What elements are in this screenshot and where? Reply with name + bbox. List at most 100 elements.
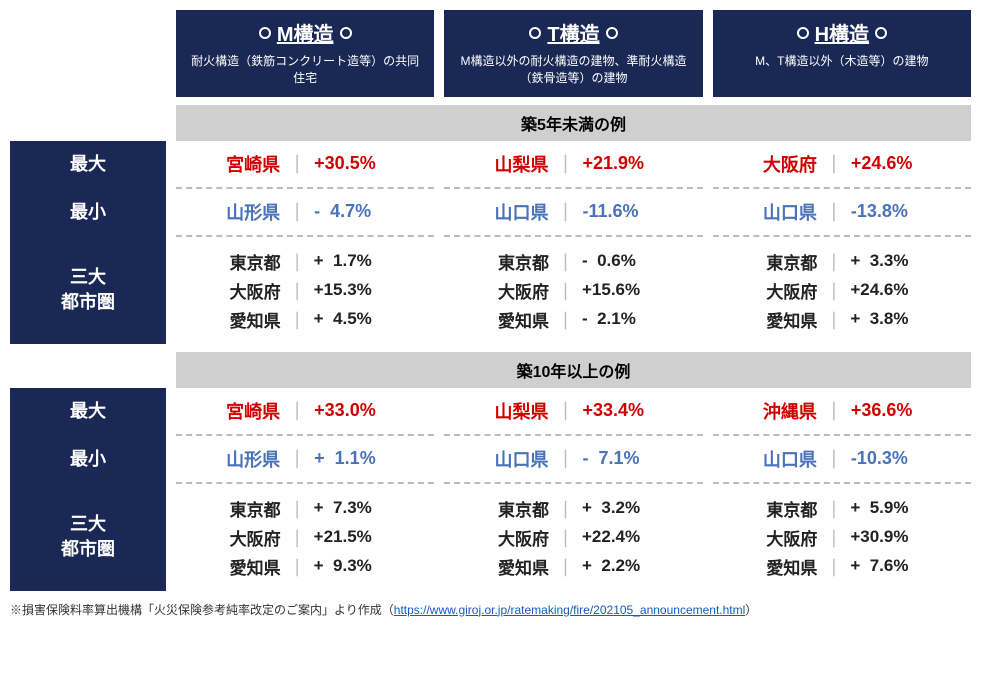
prefecture: 東京都 bbox=[207, 249, 281, 274]
separator: ｜ bbox=[557, 278, 574, 303]
value-line: 東京都 ｜ + 7.3% bbox=[207, 496, 404, 521]
prefecture: 山口県 bbox=[474, 446, 548, 472]
percent: +36.6% bbox=[851, 400, 941, 421]
prefecture: 山梨県 bbox=[474, 151, 548, 177]
percent: +24.6% bbox=[851, 153, 941, 174]
percent: + 1.7% bbox=[314, 251, 404, 271]
separator: ｜ bbox=[825, 199, 843, 225]
value-line: 大阪府｜+15.3% bbox=[207, 278, 404, 303]
section-title: 築10年以上の例 bbox=[176, 352, 971, 388]
value-line: 山口県｜-13.8% bbox=[743, 199, 941, 225]
value-line: 大阪府｜+15.6% bbox=[475, 278, 672, 303]
value-line: 大阪府｜+24.6% bbox=[743, 278, 940, 303]
value-line: 愛知県｜+ 3.8% bbox=[743, 307, 940, 332]
section-spacer bbox=[10, 97, 166, 141]
value-line: 山形県 ｜ + 1.1% bbox=[206, 446, 404, 472]
percent: + 3.3% bbox=[850, 251, 940, 271]
prefecture: 大阪府 bbox=[475, 525, 549, 550]
percent: + 7.6% bbox=[850, 556, 940, 576]
value-line: 山形県｜- 4.7% bbox=[206, 199, 404, 225]
column-subtitle: M、T構造以外（木造等）の建物 bbox=[755, 53, 928, 70]
separator: ｜ bbox=[289, 496, 306, 521]
data-cell: 山形県 ｜ + 1.1% bbox=[176, 436, 434, 484]
column-subtitle: M構造以外の耐火構造の建物、準耐火構造（鉄骨造等）の建物 bbox=[454, 53, 692, 87]
prefecture: 東京都 bbox=[207, 496, 281, 521]
separator: ｜ bbox=[556, 398, 574, 424]
prefecture: 大阪府 bbox=[743, 525, 817, 550]
prefecture: 東京都 bbox=[475, 496, 549, 521]
percent: +15.6% bbox=[582, 280, 672, 300]
percent: + 4.5% bbox=[314, 309, 404, 329]
row-label: 三大 都市圏 bbox=[10, 237, 166, 344]
section-spacer bbox=[10, 344, 166, 388]
data-cell: 山口県｜- 7.1% bbox=[444, 436, 702, 484]
data-cell: 大阪府｜+24.6% bbox=[713, 141, 971, 189]
data-cell: 沖縄県｜+36.6% bbox=[713, 388, 971, 436]
separator: ｜ bbox=[825, 398, 843, 424]
data-cell: 山梨県｜+21.9% bbox=[444, 141, 702, 189]
prefecture: 山形県 bbox=[206, 446, 280, 472]
column-subtitle: 耐火構造（鉄筋コンクリート造等）の共同住宅 bbox=[186, 53, 424, 87]
separator: ｜ bbox=[825, 278, 842, 303]
separator: ｜ bbox=[289, 307, 306, 332]
separator: ｜ bbox=[289, 525, 306, 550]
value-line: 東京都 ｜ + 3.3% bbox=[743, 249, 940, 274]
data-cell: 東京都｜- 0.6%大阪府｜+15.6%愛知県｜- 2.1% bbox=[444, 237, 702, 344]
percent: +15.3% bbox=[314, 280, 404, 300]
percent: + 9.3% bbox=[314, 556, 404, 576]
percent: +33.0% bbox=[314, 400, 404, 421]
column-header: T構造 M構造以外の耐火構造の建物、準耐火構造（鉄骨造等）の建物 bbox=[444, 10, 702, 97]
prefecture: 東京都 bbox=[743, 249, 817, 274]
percent: + 1.1% bbox=[314, 448, 404, 469]
separator: ｜ bbox=[288, 446, 306, 472]
value-line: 大阪府｜+24.6% bbox=[743, 151, 941, 177]
data-cell: 山梨県｜+33.4% bbox=[444, 388, 702, 436]
value-line: 愛知県｜+ 9.3% bbox=[207, 554, 404, 579]
prefecture: 宮崎県 bbox=[206, 398, 280, 424]
value-line: 山口県｜-11.6% bbox=[474, 199, 672, 225]
separator: ｜ bbox=[825, 554, 842, 579]
separator: ｜ bbox=[289, 249, 306, 274]
separator: ｜ bbox=[825, 525, 842, 550]
value-line: 大阪府 ｜ +30.9% bbox=[743, 525, 940, 550]
prefecture: 山口県 bbox=[474, 199, 548, 225]
column-title: H構造 bbox=[797, 18, 887, 47]
percent: + 3.8% bbox=[850, 309, 940, 329]
row-label: 三大 都市圏 bbox=[10, 484, 166, 591]
value-line: 山梨県｜+33.4% bbox=[474, 398, 672, 424]
percent: + 2.2% bbox=[582, 556, 672, 576]
separator: ｜ bbox=[825, 249, 842, 274]
data-cell: 山形県｜- 4.7% bbox=[176, 189, 434, 237]
separator: ｜ bbox=[289, 278, 306, 303]
value-line: 愛知県｜- 2.1% bbox=[475, 307, 672, 332]
percent: + 5.9% bbox=[850, 498, 940, 518]
separator: ｜ bbox=[557, 307, 574, 332]
value-line: 東京都 ｜ + 1.7% bbox=[207, 249, 404, 274]
separator: ｜ bbox=[825, 446, 843, 472]
row-label: 最大 bbox=[10, 141, 166, 189]
footnote-link[interactable]: https://www.giroj.or.jp/ratemaking/fire/… bbox=[394, 603, 746, 617]
percent: +30.9% bbox=[850, 527, 940, 547]
column-title: T構造 bbox=[529, 18, 617, 47]
column-title: M構造 bbox=[259, 18, 352, 47]
percent: - 4.7% bbox=[314, 201, 404, 222]
percent: +30.5% bbox=[314, 153, 404, 174]
percent: +33.4% bbox=[582, 400, 672, 421]
percent: - 0.6% bbox=[582, 251, 672, 271]
value-line: 大阪府｜+21.5% bbox=[207, 525, 404, 550]
separator: ｜ bbox=[556, 446, 574, 472]
separator: ｜ bbox=[288, 151, 306, 177]
separator: ｜ bbox=[825, 496, 842, 521]
value-line: 東京都｜- 0.6% bbox=[475, 249, 672, 274]
column-header: M構造耐火構造（鉄筋コンクリート造等）の共同住宅 bbox=[176, 10, 434, 97]
footnote: ※損害保険料率算出機構「火災保険参考純率改定のご案内」より作成（https://… bbox=[10, 601, 971, 618]
prefecture: 愛知県 bbox=[743, 554, 817, 579]
row-label: 最小 bbox=[10, 436, 166, 484]
percent: + 7.3% bbox=[314, 498, 404, 518]
section-title: 築5年未満の例 bbox=[176, 105, 971, 141]
value-line: 大阪府｜+22.4% bbox=[475, 525, 672, 550]
header-spacer bbox=[10, 10, 166, 97]
data-cell: 宮崎県｜+33.0% bbox=[176, 388, 434, 436]
column-header: H構造 M、T構造以外（木造等）の建物 bbox=[713, 10, 971, 97]
rate-table: M構造耐火構造（鉄筋コンクリート造等）の共同住宅 T構造 M構造以外の耐火構造の建物… bbox=[10, 10, 971, 591]
